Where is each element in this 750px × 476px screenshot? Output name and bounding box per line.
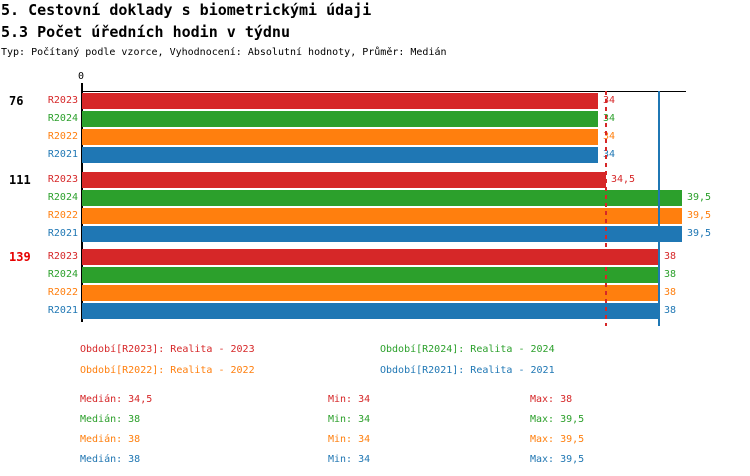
median-line-r2023 xyxy=(605,91,607,326)
chart-subtitle: 5.3 Počet úředních hodin v týdnu xyxy=(1,23,290,41)
bar-value-label-r2022-76: 34 xyxy=(603,131,616,142)
y-axis-line xyxy=(80,83,83,322)
bar-r2022-76 xyxy=(82,129,598,145)
bar-value-label-r2021-76: 34 xyxy=(603,149,616,160)
category-label-139: 139 xyxy=(9,250,31,264)
bar-r2023-111 xyxy=(82,172,606,188)
stat-median-r2021: Medián: 38 xyxy=(80,454,141,465)
chart-meta-line: Typ: Počítaný podle vzorce, Vyhodnocení:… xyxy=(1,47,447,58)
bar-series-label-r2024-139: R2024 xyxy=(47,269,78,280)
median-line-r2021 xyxy=(658,91,660,326)
bar-value-label-r2022-139: 38 xyxy=(664,287,677,298)
bar-value-label-r2021-111: 39,5 xyxy=(687,228,712,239)
bar-r2021-139 xyxy=(82,303,659,319)
bar-r2024-111 xyxy=(82,190,682,206)
category-label-111: 111 xyxy=(9,173,31,187)
bar-series-label-r2021-76: R2021 xyxy=(47,149,78,160)
legend-item-r2023: Období[R2023]: Realita - 2023 xyxy=(80,344,255,355)
bar-value-label-r2023-139: 38 xyxy=(664,251,677,262)
legend-item-r2021: Období[R2021]: Realita - 2021 xyxy=(380,365,555,376)
bar-series-label-r2024-111: R2024 xyxy=(47,192,78,203)
stat-min-r2021: Min: 34 xyxy=(328,454,371,465)
bar-value-label-r2024-76: 34 xyxy=(603,113,616,124)
bar-series-label-r2024-76: R2024 xyxy=(47,113,78,124)
x-axis-line xyxy=(81,90,686,92)
bar-value-label-r2024-139: 38 xyxy=(664,269,677,280)
bar-r2022-139 xyxy=(82,285,659,301)
bar-r2023-76 xyxy=(82,93,598,109)
stat-max-r2024: Max: 39,5 xyxy=(530,414,585,425)
category-label-76: 76 xyxy=(9,94,24,108)
stat-median-r2022: Medián: 38 xyxy=(80,434,141,445)
bar-series-label-r2021-139: R2021 xyxy=(47,305,78,316)
bar-r2024-76 xyxy=(82,111,598,127)
bar-series-label-r2023-76: R2023 xyxy=(47,95,78,106)
stat-median-r2023: Medián: 34,5 xyxy=(80,394,153,405)
bar-series-label-r2023-139: R2023 xyxy=(47,251,78,262)
bar-series-label-r2022-76: R2022 xyxy=(47,131,78,142)
stat-max-r2023: Max: 38 xyxy=(530,394,573,405)
stat-min-r2024: Min: 34 xyxy=(328,414,371,425)
bar-series-label-r2023-111: R2023 xyxy=(47,174,78,185)
bar-r2021-76 xyxy=(82,147,598,163)
bar-chart: 0 76 R2023 34 R2024 34 R2022 34 R2021 34 111 R2023 3… xyxy=(9,71,712,326)
bar-series-label-r2021-111: R2021 xyxy=(47,228,78,239)
bar-r2022-111 xyxy=(82,208,682,224)
bar-value-label-r2022-111: 39,5 xyxy=(687,210,712,221)
page-title: 5. Cestovní doklady s biometrickými údaj… xyxy=(1,1,372,19)
bar-r2023-139 xyxy=(82,249,659,265)
stat-min-r2022: Min: 34 xyxy=(328,434,371,445)
bar-r2021-111 xyxy=(82,226,682,242)
bar-value-label-r2023-111: 34,5 xyxy=(611,174,636,185)
bar-r2024-139 xyxy=(82,267,659,283)
stat-max-r2021: Max: 39,5 xyxy=(530,454,585,465)
legend-item-r2022: Období[R2022]: Realita - 2022 xyxy=(80,365,255,376)
bar-series-label-r2022-139: R2022 xyxy=(47,287,78,298)
legend-item-r2024: Období[R2024]: Realita - 2024 xyxy=(380,344,555,355)
bar-value-label-r2021-139: 38 xyxy=(664,305,677,316)
x-axis-zero-label: 0 xyxy=(78,71,85,82)
stat-max-r2022: Max: 39,5 xyxy=(530,434,585,445)
bar-value-label-r2024-111: 39,5 xyxy=(687,192,712,203)
stat-median-r2024: Medián: 38 xyxy=(80,414,141,425)
bar-series-label-r2022-111: R2022 xyxy=(47,210,78,221)
stat-min-r2023: Min: 34 xyxy=(328,394,371,405)
bar-value-label-r2023-76: 34 xyxy=(603,95,616,106)
